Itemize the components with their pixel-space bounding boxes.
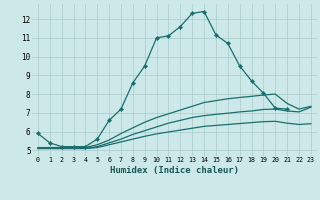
X-axis label: Humidex (Indice chaleur): Humidex (Indice chaleur) bbox=[110, 166, 239, 175]
